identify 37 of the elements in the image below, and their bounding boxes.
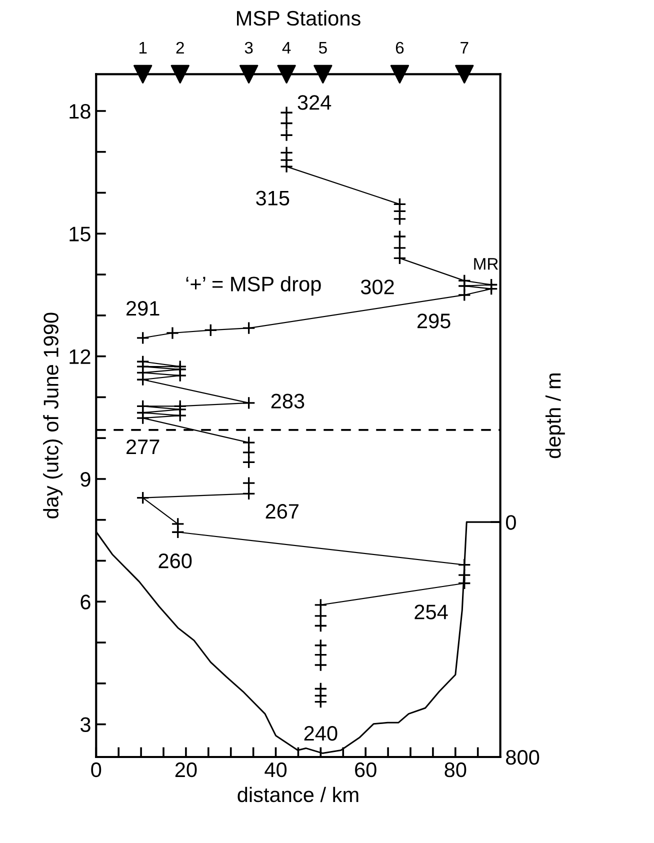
annotation: 254 [414, 604, 448, 620]
annotation: 4 [282, 42, 291, 54]
annotation: MR [474, 258, 498, 270]
y-tick-label: 12 [70, 349, 90, 364]
annotation: 277 [126, 439, 160, 454]
annotation: 302 [360, 280, 394, 294]
annotation: 267 [266, 504, 298, 519]
x-tick-label: 80 [444, 762, 466, 778]
annotation: 260 [158, 554, 192, 568]
x2-axis-title: MSP Stations [237, 10, 360, 26]
y-tick-label: 6 [80, 594, 90, 610]
annotation: 295 [418, 314, 450, 328]
y2-tick-label: 0 [506, 515, 516, 530]
annotation: 324 [298, 95, 332, 110]
x-tick-label: 0 [91, 762, 102, 778]
annotation: 315 [256, 190, 290, 206]
annotation: 2 [176, 42, 184, 54]
annotation: 240 [304, 726, 338, 741]
annotation: 6 [396, 42, 404, 54]
y-axis-title: day (utc) of June 1990 [43, 312, 63, 518]
x-tick-label: 60 [355, 762, 376, 778]
annotation: 283 [271, 394, 304, 409]
annotation: 7 [460, 42, 468, 54]
annotation: 291 [126, 300, 160, 316]
annotation: ‘+’ = MSP drop [186, 276, 321, 296]
y-tick-label: 18 [70, 104, 90, 119]
x-axis-title: distance / km [238, 786, 358, 802]
y-tick-label: 9 [80, 472, 90, 487]
y2-axis-title: depth / m [545, 374, 565, 458]
x-tick-label: 20 [175, 762, 197, 778]
x-tick-label: 40 [264, 762, 287, 778]
annotation: 5 [318, 42, 327, 54]
y2-tick-label: 800 [506, 750, 540, 765]
annotation: 3 [244, 42, 253, 54]
y-tick-label: 3 [80, 717, 90, 732]
annotation: 1 [139, 42, 147, 54]
y-tick-label: 15 [70, 226, 90, 242]
